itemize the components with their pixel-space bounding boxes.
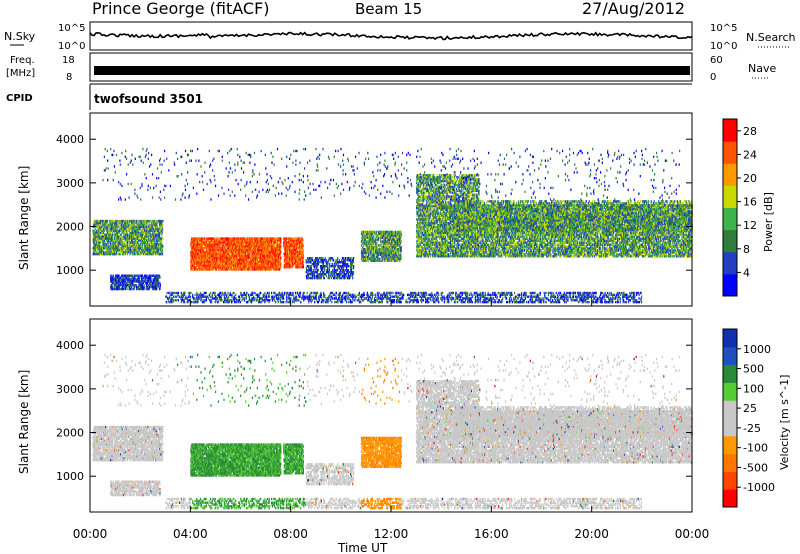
freq-tick-bottom: 8: [66, 72, 72, 83]
freq-tick-top: 18: [62, 55, 75, 66]
freq-panel: Freq. [MHz] 18 8 60 0 Nave: [6, 53, 776, 83]
nsearch-tick-bottom: 10^0: [710, 41, 737, 52]
power-cell: [129, 220, 130, 222]
nave-tick-top: 60: [710, 55, 723, 66]
freq-label: Freq.: [10, 55, 35, 66]
nsky-label: N.Sky: [4, 30, 36, 43]
cpid-value: twofsound 3501: [94, 92, 203, 106]
freq-unit-label: [MHz]: [6, 68, 35, 79]
nsky-panel: N.Sky 10^5 10^0 10^5 10^0 N.Search: [4, 22, 796, 52]
power-cell: [96, 230, 97, 232]
date-label: 27/Aug/2012: [582, 0, 685, 18]
station-title: Prince George (fitACF): [92, 0, 270, 18]
beam-label: Beam 15: [355, 0, 422, 18]
power-cell: [127, 241, 128, 243]
nave-label: Nave: [748, 62, 776, 75]
power-heatmap: [93, 148, 693, 303]
nsky-tick-top: 10^5: [58, 23, 85, 34]
freq-band: [94, 66, 690, 75]
nsearch-tick-top: 10^5: [710, 23, 737, 34]
cpid-panel: CPID twofsound 3501: [6, 84, 692, 110]
nsky-tick-bottom: 10^0: [58, 41, 85, 52]
nsky-line: [90, 33, 692, 40]
nsearch-label: N.Search: [746, 31, 796, 44]
nave-tick-bottom: 0: [710, 72, 716, 83]
cpid-label: CPID: [6, 93, 33, 104]
power-cell: [122, 220, 123, 222]
radar-figure: Prince George (fitACF) Beam 15 27/Aug/20…: [0, 0, 800, 554]
power-cell: [107, 220, 108, 222]
power-cell: [127, 234, 128, 236]
